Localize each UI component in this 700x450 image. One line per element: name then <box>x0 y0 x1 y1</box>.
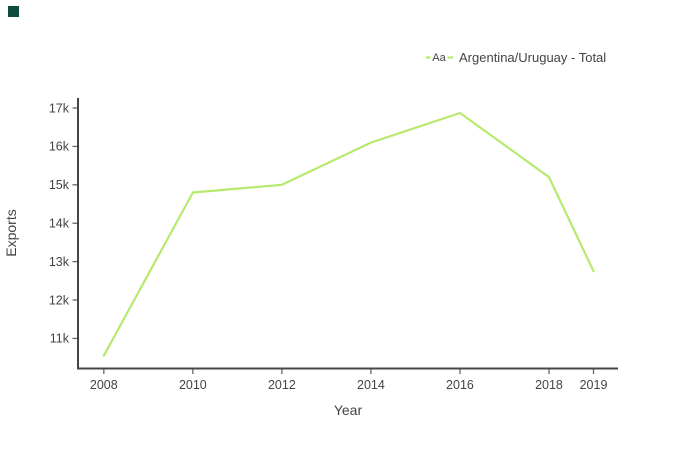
y-tick-label: 12k <box>49 293 70 307</box>
y-tick-label: 15k <box>49 178 70 192</box>
y-axis-ticks: 11k 12k 13k 14k 15k 16k 17k <box>49 101 78 346</box>
legend-label: Argentina/Uruguay - Total <box>459 50 606 65</box>
corner-marker <box>8 6 19 17</box>
x-tick-label: 2010 <box>179 378 207 392</box>
legend-sample-bg <box>430 51 448 63</box>
series-line[interactable] <box>102 111 595 357</box>
x-axis-title: Year <box>334 402 363 418</box>
y-tick-label: 17k <box>49 101 70 115</box>
x-tick-label: 2018 <box>535 378 563 392</box>
x-tick-label: 2014 <box>357 378 385 392</box>
x-tick-label: 2016 <box>446 378 474 392</box>
x-tick-label: 2019 <box>580 378 608 392</box>
x-tick-label: 2008 <box>90 378 118 392</box>
legend-sample-text: Aa <box>432 52 446 64</box>
x-tick-label: 2012 <box>268 378 296 392</box>
x-axis-ticks: 2008 2010 2012 2014 2016 2018 2019 <box>90 368 608 392</box>
legend-item-argentina-uruguay-total[interactable]: Aa Argentina/Uruguay - Total <box>426 50 606 65</box>
y-axis-title: Exports <box>3 209 19 256</box>
y-tick-label: 16k <box>49 140 70 154</box>
y-tick-label: 14k <box>49 217 70 231</box>
y-tick-label: 11k <box>50 332 70 346</box>
y-tick-label: 13k <box>49 255 70 269</box>
